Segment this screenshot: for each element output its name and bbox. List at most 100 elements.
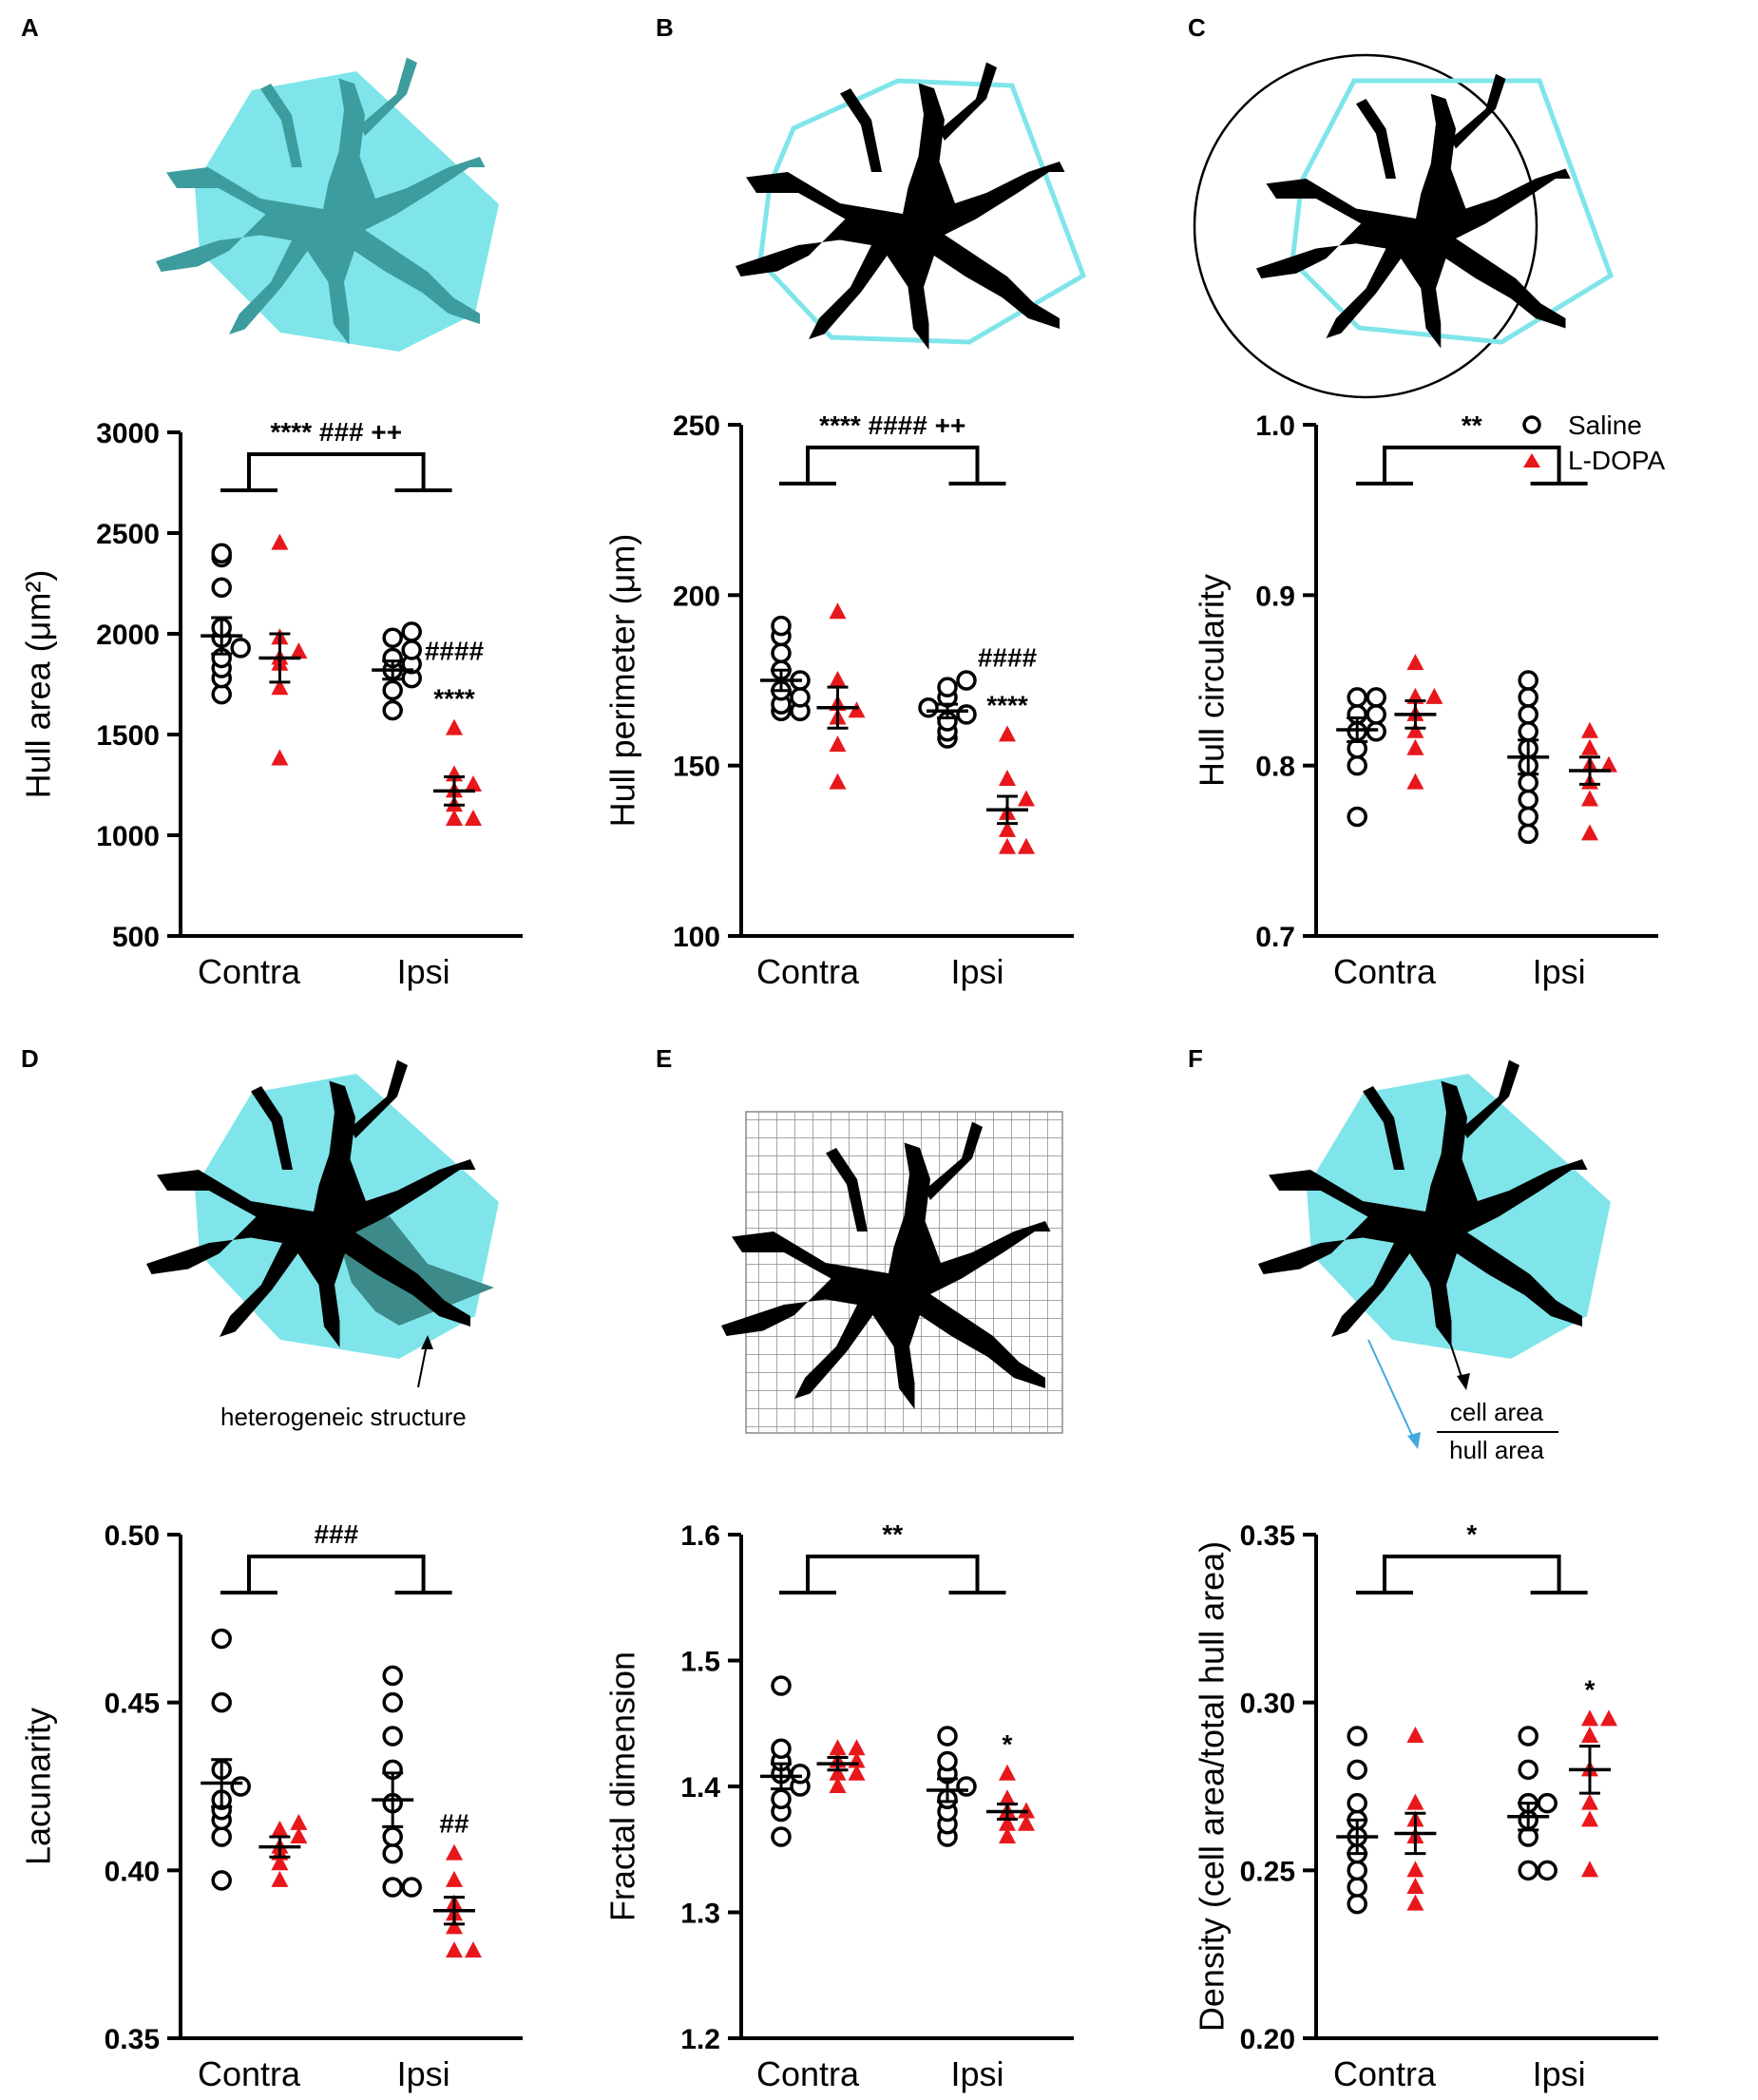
saline-point [1518,806,1538,828]
y-tick-label: 0.25 [1240,1856,1295,1887]
y-tick-label: 0.8 [1255,752,1295,783]
ldopa-point [999,837,1016,854]
saline-point [1347,1726,1367,1747]
hull-area-label: hull area [1449,1436,1544,1464]
significance-bracket [779,445,1006,486]
ldopa-point [999,820,1016,837]
y-tick-label: 0.45 [105,1689,160,1720]
saline-point [1366,721,1386,742]
saline-point [382,1826,403,1847]
x-category-label: Contra [756,952,860,991]
saline-point [1518,1759,1538,1781]
ldopa-point [446,1918,463,1935]
y-tick-label: 1.3 [680,1899,720,1930]
ldopa-point [1581,721,1598,738]
y-axis-label: Lacunarity [19,1708,58,1865]
bracket-label: ** [882,1519,903,1549]
x-category-label: Ipsi [397,952,450,991]
ldopa-point [1406,721,1424,738]
saline-point [382,1726,403,1747]
ldopa-point [290,1827,308,1843]
ldopa-point [829,1777,847,1793]
bracket-label: **** #### ++ [819,410,965,440]
y-tick-label: 0.20 [1240,2024,1295,2055]
legend-ldopa-label: L-DOPA [1568,446,1665,475]
ldopa-point [829,735,847,753]
ldopa-point [465,775,482,792]
ldopa-point [271,749,289,766]
ldopa-point [848,1739,866,1756]
saline-point [401,1877,422,1898]
saline-point [790,687,811,708]
illustration-f: cell area hull area [1258,1060,1611,1464]
y-tick-label: 150 [673,752,720,783]
saline-point [956,670,977,691]
saline-point [1347,687,1367,708]
saline-point [382,1691,403,1713]
ldopa-point [1406,1861,1424,1878]
significance-bracket [220,1554,452,1594]
saline-point [1347,754,1367,776]
saline-point [1518,1726,1538,1747]
ldopa-point [1581,1709,1598,1727]
saline-point [211,1628,232,1650]
ldopa-point [999,770,1016,787]
ldopa-point [1600,1709,1617,1727]
y-axis-label: Hull circularity [1193,574,1232,787]
saline-point [1537,1792,1557,1814]
saline-point [771,642,792,664]
x-category-label: Contra [198,952,301,991]
ldopa-point [829,1764,847,1781]
significance-bracket [779,1554,1006,1594]
ldopa-point [1600,755,1617,773]
saline-point [382,1842,403,1864]
ldopa-point [999,1814,1016,1831]
saline-point [1347,806,1367,828]
y-tick-label: 0.40 [105,1856,160,1887]
bracket-label: * [1466,1519,1477,1549]
legend-saline-marker [1522,415,1541,434]
legend: Saline L-DOPA [1522,410,1665,475]
y-tick-label: 0.50 [105,1520,160,1552]
saline-point [1347,1860,1367,1881]
ldopa-point [465,810,482,827]
y-tick-label: 500 [112,922,160,953]
ldopa-point [1581,1810,1598,1827]
saline-point [937,677,958,697]
legend-saline-label: Saline [1568,410,1642,440]
ldopa-point [290,1813,308,1830]
x-category-label: Ipsi [950,2054,1003,2093]
y-tick-label: 2000 [96,620,160,651]
x-category-label: Ipsi [1533,2054,1586,2093]
illustration-e [721,1111,1063,1434]
saline-point [1518,1860,1538,1881]
y-tick-label: 1000 [96,821,160,852]
y-tick-label: 1.5 [680,1647,720,1678]
ldopa-point [446,810,463,827]
panel-letter-d: D [21,1044,39,1073]
saline-point [1537,1860,1557,1881]
significance-bracket [1356,445,1588,486]
y-tick-label: 0.30 [1240,1689,1295,1720]
ldopa-point [1581,824,1598,841]
ldopa-point [446,1941,463,1958]
chart-5: 1.2 1.3 1.4 1.5 1.6 Fractal dimension Contra Ip… [603,1519,1074,2093]
x-category-label: Ipsi [1533,952,1586,991]
enclosing-circle [1193,53,1538,399]
saline-point [771,1675,792,1696]
saline-point [790,1764,811,1785]
saline-point [382,679,403,701]
significance-annotation: **** [986,690,1028,719]
significance-bracket [220,451,452,492]
illustration-d: heterogeneic structure [146,1060,499,1431]
ldopa-point [465,1941,482,1958]
saline-point [937,1726,958,1747]
ldopa-point [1406,1878,1424,1894]
x-category-label: Contra [1333,2054,1437,2093]
y-tick-label: 1500 [96,720,160,752]
ldopa-point [1406,1793,1424,1810]
panel-letter-c: C [1188,13,1206,42]
saline-point [1347,1893,1367,1915]
ldopa-point [446,1870,463,1887]
